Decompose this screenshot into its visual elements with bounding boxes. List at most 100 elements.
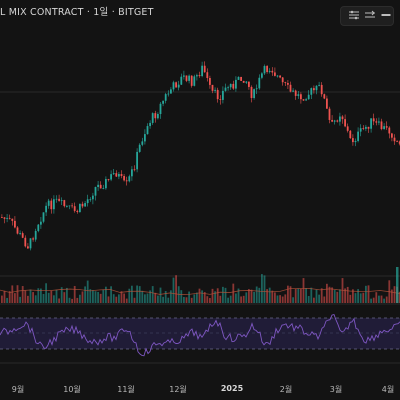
candle-body — [188, 75, 190, 81]
candle-body — [66, 206, 68, 207]
candle-body — [214, 89, 216, 91]
volume-bar — [224, 287, 227, 303]
volume-bar — [42, 293, 45, 303]
candle-body — [240, 76, 242, 81]
volume-bar — [11, 285, 14, 303]
candle-body — [154, 113, 157, 119]
volume-bar — [97, 291, 99, 303]
candle-body — [333, 120, 336, 122]
candle-body — [110, 174, 112, 180]
candle-body — [237, 76, 240, 80]
volume-bar — [266, 289, 268, 303]
volume-bar — [81, 291, 84, 303]
more-icon[interactable] — [379, 8, 393, 22]
candle-body — [86, 199, 89, 204]
volume-bar — [110, 286, 112, 303]
candle-body — [27, 246, 29, 249]
candle-body — [328, 108, 331, 120]
volume-bar — [76, 297, 79, 303]
candle-body — [229, 83, 232, 88]
volume-bar — [180, 290, 183, 303]
time-axis-tick: 2월 — [279, 385, 293, 394]
volume-bar — [253, 291, 255, 303]
volume-bar — [255, 286, 258, 303]
volume-bar — [357, 289, 359, 303]
volume-bar — [287, 285, 289, 303]
volume-bar — [297, 288, 300, 303]
candle-body — [201, 65, 203, 77]
candle-body — [120, 174, 123, 177]
candle-body — [76, 210, 79, 212]
volume-bar — [84, 286, 86, 303]
volume-bar — [86, 280, 89, 303]
candle-body — [313, 88, 315, 91]
time-axis-tick: 2025 — [220, 384, 244, 393]
chart-toolbar — [340, 6, 394, 26]
volume-bar — [354, 293, 357, 303]
candle-body — [255, 88, 258, 90]
candle-body — [16, 227, 19, 234]
rsi-line — [0, 314, 400, 357]
candle-body — [294, 90, 297, 96]
volume-bar — [58, 298, 60, 303]
volume-bar — [248, 289, 250, 303]
candle-body — [216, 89, 219, 100]
volume-bar — [229, 295, 232, 303]
candle-body — [123, 176, 125, 181]
volume-bar — [144, 294, 146, 303]
candle-body — [341, 116, 344, 120]
candle-body — [274, 72, 276, 76]
volume-bar — [378, 295, 380, 303]
volume-bar — [151, 286, 154, 303]
eye-icon[interactable] — [363, 8, 377, 22]
volume-bar — [92, 290, 94, 303]
volume-bar — [16, 285, 19, 303]
volume-bar — [68, 297, 71, 303]
candle-body — [157, 114, 159, 119]
time-axis-tick: 9월 — [11, 385, 25, 394]
volume-bar — [274, 292, 276, 303]
volume-bar — [237, 288, 240, 303]
volume-bar — [105, 286, 107, 303]
volume-bar — [209, 298, 211, 303]
candle-body — [302, 99, 305, 101]
volume-bar — [326, 283, 328, 303]
candle-body — [8, 217, 11, 219]
volume-bar — [292, 297, 294, 303]
chart-canvas[interactable] — [0, 22, 400, 377]
candle-body — [177, 84, 180, 88]
price-chart[interactable] — [0, 22, 400, 377]
volume-bar — [222, 286, 224, 303]
candle-body — [393, 137, 396, 142]
candle-body — [136, 151, 138, 170]
candle-body — [385, 126, 388, 128]
volume-bar — [352, 289, 354, 303]
candle-body — [263, 66, 266, 74]
candle-body — [300, 94, 302, 100]
time-axis: 9월 10월 11월 12월 2025 2월 3월 4월 — [0, 384, 400, 400]
volume-bar — [284, 294, 287, 303]
candle-body — [115, 173, 118, 177]
volume-bar — [40, 288, 42, 303]
candle-body — [151, 113, 154, 123]
volume-bar — [268, 287, 271, 303]
volume-bar — [216, 288, 219, 303]
candle-body — [370, 118, 372, 129]
volume-bar — [53, 295, 55, 303]
volume-bar — [185, 297, 188, 303]
candle-body — [235, 79, 237, 89]
candle-body — [92, 195, 94, 200]
volume-ma-line — [0, 288, 400, 295]
volume-bar — [123, 293, 125, 303]
candle-body — [138, 144, 141, 152]
volume-bar — [398, 291, 400, 303]
candle-body — [14, 220, 16, 228]
indicator-settings-icon[interactable] — [347, 8, 361, 22]
candle-body — [105, 179, 107, 189]
candle-body — [307, 94, 310, 100]
volume-bar — [102, 289, 105, 303]
candle-body — [224, 87, 227, 91]
volume-bar — [315, 289, 318, 303]
candle-body — [133, 169, 136, 171]
volume-bar — [157, 295, 159, 303]
